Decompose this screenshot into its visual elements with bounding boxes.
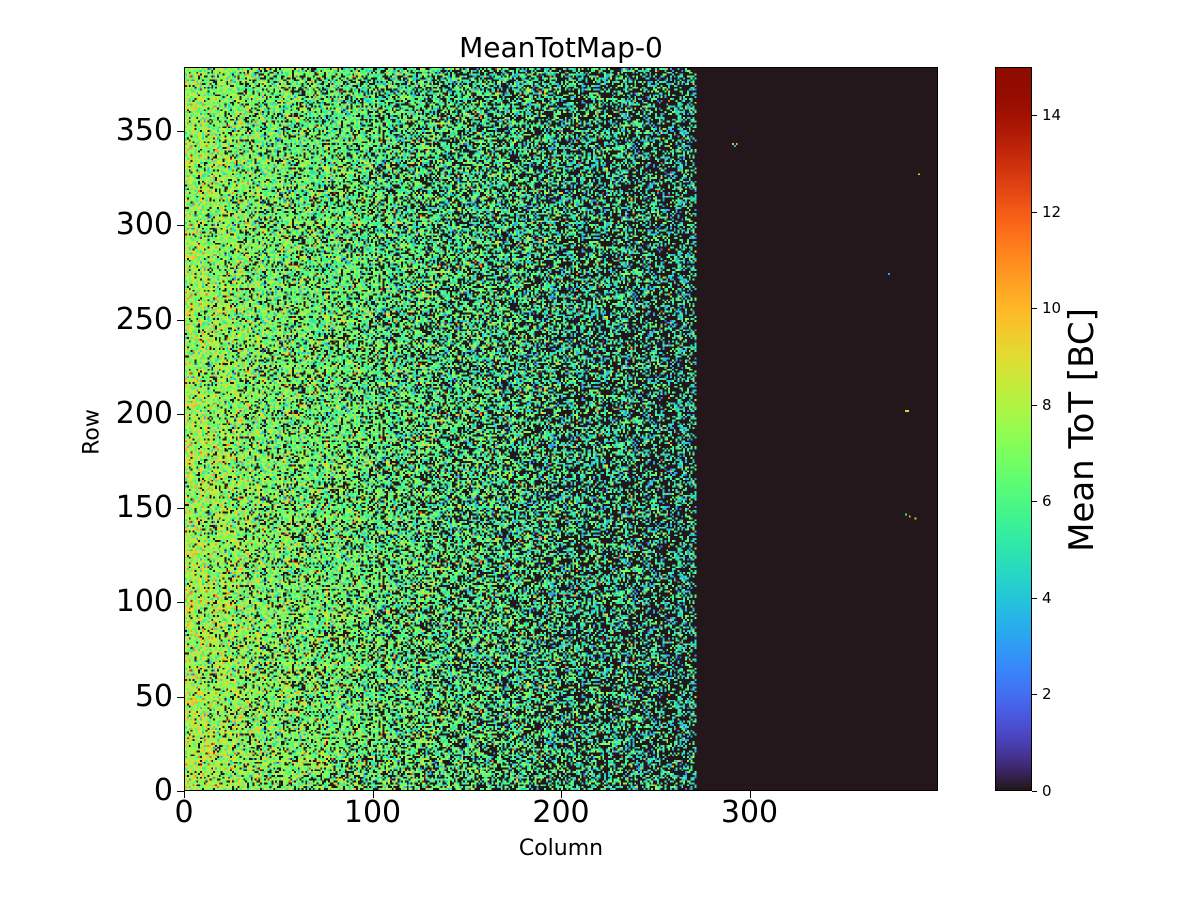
colorbar-tick-mark [1032, 115, 1037, 117]
colorbar-tick-label: 12 [1042, 202, 1062, 221]
colorbar [995, 67, 1032, 791]
colorbar-tick-mark [1032, 404, 1037, 406]
colorbar-tick-mark [1032, 597, 1037, 599]
heatmap-plot-area [184, 67, 938, 791]
y-tick-mark [177, 319, 184, 321]
colorbar-tick-label: 14 [1042, 106, 1062, 125]
y-tick-label: 350 [115, 113, 173, 149]
colorbar-tick-label: 2 [1042, 685, 1052, 704]
x-tick-label: 100 [343, 795, 402, 830]
colorbar-tick-label: 0 [1042, 782, 1052, 800]
y-tick-mark [177, 413, 184, 415]
x-tick-mark [561, 791, 562, 798]
colorbar-label: Mean ToT [BC] [1062, 308, 1102, 552]
colorbar-tick-mark [1032, 308, 1037, 310]
x-tick-mark [184, 791, 185, 798]
chart-title: MeanTotMap-0 [459, 31, 663, 64]
colorbar-tick-label: 6 [1042, 492, 1052, 511]
y-tick-label: 50 [134, 678, 173, 714]
y-tick-label: 200 [115, 395, 173, 431]
heatmap-cells [185, 68, 937, 790]
x-tick-mark [372, 791, 374, 798]
colorbar-tick-label: 8 [1042, 395, 1052, 414]
colorbar-tick-label: 4 [1042, 588, 1052, 607]
colorbar-tick-mark [1032, 211, 1037, 213]
colorbar-tick-mark [1032, 501, 1037, 503]
y-tick-label: 100 [115, 584, 173, 620]
y-tick-mark [177, 791, 184, 792]
colorbar-tick-label: 10 [1042, 299, 1062, 318]
y-tick-mark [177, 508, 184, 510]
y-tick-mark [177, 225, 184, 227]
y-tick-mark [177, 131, 184, 133]
colorbar-tick-mark [1032, 791, 1037, 792]
x-tick-label: 200 [532, 795, 590, 830]
y-tick-mark [177, 602, 184, 604]
x-tick-label: 0 [174, 795, 194, 830]
y-tick-label: 250 [115, 301, 173, 337]
colorbar-tick-mark [1032, 694, 1037, 696]
y-tick-label: 0 [153, 773, 173, 808]
y-tick-mark [177, 696, 184, 698]
y-axis-label: Row [79, 409, 105, 455]
x-tick-label: 300 [720, 795, 779, 830]
y-tick-label: 150 [115, 490, 173, 526]
x-axis-label: Column [518, 836, 604, 861]
x-tick-mark [749, 791, 751, 798]
y-tick-label: 300 [115, 207, 173, 243]
